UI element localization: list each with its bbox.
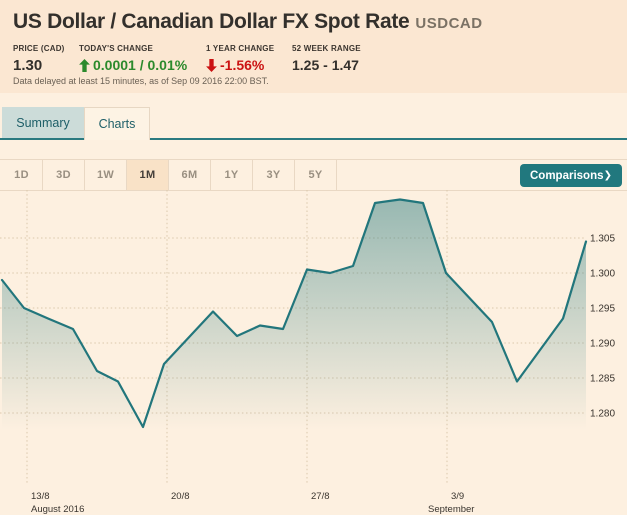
range-button-group: 1D 3D 1W 1M 6M 1Y 3Y 5Y [1, 160, 337, 190]
one-year-change-value: -1.56% [220, 57, 265, 73]
comparisons-label: Comparisons [530, 169, 604, 182]
x-axis-period-label: September [428, 504, 474, 515]
x-axis-period-label: August 2016 [31, 504, 84, 515]
x-axis-tick-label: 27/8 [311, 491, 330, 502]
y-axis-tick-label: 1.280 [590, 409, 615, 420]
stat-label: 1 YEAR CHANGE [206, 44, 275, 53]
price-chart[interactable]: 1.305 1.300 1.295 1.290 1.285 1.280 13/8 20/8 2… [0, 190, 627, 515]
x-axis-tick-label: 3/9 [451, 491, 464, 502]
price-area-fill [2, 199, 586, 430]
x-axis-tick-label: 13/8 [31, 491, 50, 502]
data-delay-note: Data delayed at least 15 minutes, as of … [13, 76, 269, 86]
stat-52-week-range: 52 WEEK RANGE 1.25 - 1.47 [292, 44, 361, 73]
y-axis-tick-label: 1.295 [590, 304, 615, 315]
chevron-right-icon: ❯ [603, 170, 612, 181]
range-toolbar: 1D 3D 1W 1M 6M 1Y 3Y 5Y Comparisons ❯ [0, 159, 627, 191]
y-axis-tick-label: 1.300 [590, 269, 615, 280]
tab-summary-label: Summary [16, 115, 70, 130]
quote-header: US Dollar / Canadian Dollar FX Spot Rate… [0, 0, 627, 93]
stat-value: 0.0001 / 0.01% [79, 57, 187, 73]
y-axis-tick-label: 1.290 [590, 339, 615, 350]
ticker-symbol: USDCAD [415, 15, 483, 32]
price-line [0, 198, 588, 429]
tab-charts[interactable]: Charts [84, 107, 150, 140]
stat-value: 1.30 [13, 57, 43, 74]
range-button-3y[interactable]: 3Y [253, 160, 295, 190]
tab-underline-rule [0, 138, 627, 140]
stat-value: -1.56% [206, 57, 274, 73]
page-title: US Dollar / Canadian Dollar FX Spot Rate… [13, 10, 483, 34]
tab-charts-label: Charts [98, 117, 136, 131]
y-axis-tick-label: 1.285 [590, 374, 615, 385]
stat-label: TODAY'S CHANGE [79, 44, 154, 53]
comparisons-button[interactable]: Comparisons ❯ [520, 164, 622, 187]
todays-change-value: 0.0001 / 0.01% [93, 57, 188, 73]
range-button-1w[interactable]: 1W [85, 160, 127, 190]
down-arrow-icon [206, 58, 217, 72]
range-button-1m[interactable]: 1M [127, 160, 169, 190]
y-axis-tick-label: 1.305 [590, 234, 615, 245]
y-axis-labels: 1.305 1.300 1.295 1.290 1.285 1.280 [590, 234, 615, 420]
stat-label: 52 WEEK RANGE [292, 44, 361, 53]
range-button-5y[interactable]: 5Y [295, 160, 337, 190]
page-title-text: US Dollar / Canadian Dollar FX Spot Rate [13, 10, 410, 33]
range-button-3d[interactable]: 3D [43, 160, 85, 190]
range-button-1d[interactable]: 1D [1, 160, 43, 190]
tab-summary[interactable]: Summary [2, 107, 84, 138]
range-button-6m[interactable]: 6M [169, 160, 211, 190]
stat-1-year-change: 1 YEAR CHANGE -1.56% [206, 44, 274, 73]
stat-price: PRICE (CAD) 1.30 [13, 44, 65, 74]
up-arrow-icon [79, 58, 90, 72]
range-button-1y[interactable]: 1Y [211, 160, 253, 190]
stat-label: PRICE (CAD) [13, 44, 65, 53]
x-axis-labels: 13/8 20/8 27/8 3/9 August 2016 September [31, 491, 474, 515]
stat-value: 1.25 - 1.47 [292, 57, 359, 73]
x-axis-tick-label: 20/8 [171, 491, 190, 502]
stat-todays-change: TODAY'S CHANGE 0.0001 / 0.01% [79, 44, 187, 73]
